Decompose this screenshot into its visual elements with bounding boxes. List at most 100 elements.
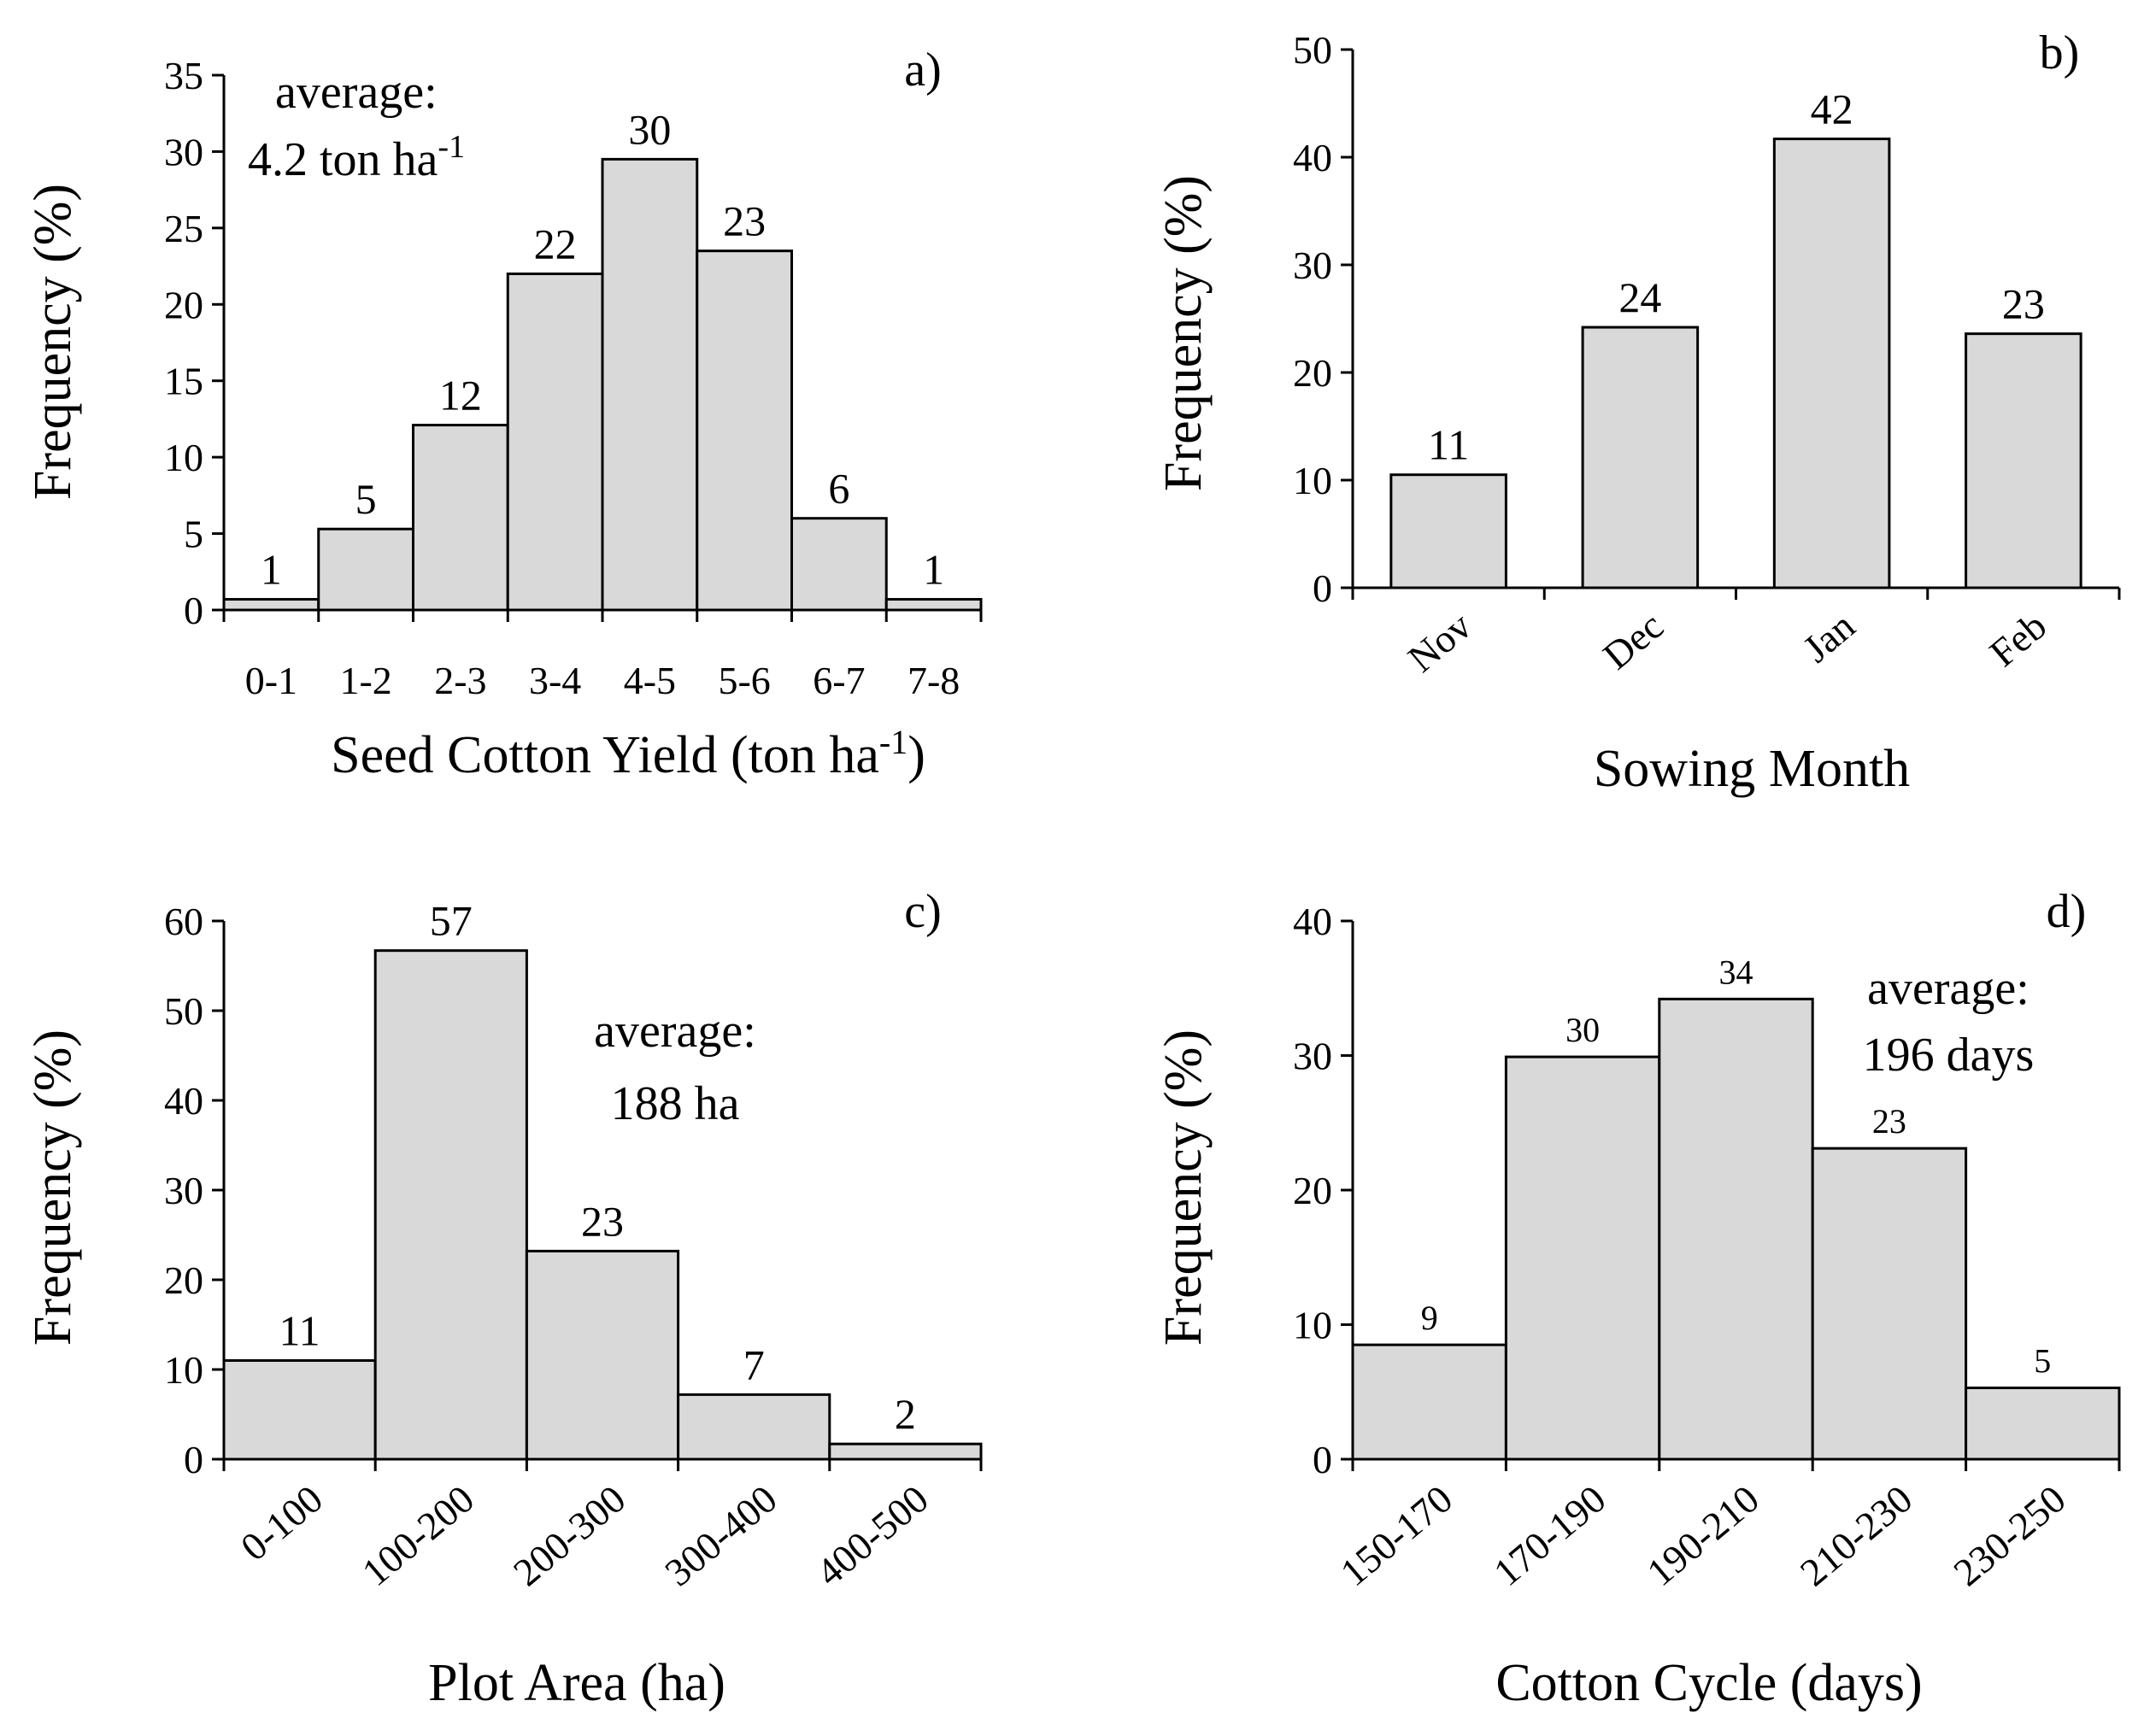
data-label: 22	[534, 220, 577, 268]
data-label: 7	[743, 1340, 765, 1388]
y-tick-label: 50	[164, 989, 203, 1033]
y-axis-title: Frequency (%)	[24, 184, 82, 500]
x-tick-label: Nov	[1400, 604, 1479, 681]
data-label: 2	[895, 1390, 916, 1438]
bar	[790, 517, 888, 612]
bar	[1504, 1055, 1661, 1461]
data-label: 23	[2002, 280, 2045, 328]
data-label: 6	[828, 465, 849, 513]
y-tick-label: 30	[164, 1169, 203, 1212]
x-axis-title: Cotton Cycle (days)	[1495, 1654, 1922, 1712]
data-label: 12	[439, 372, 482, 419]
y-tick-label: 0	[1313, 1438, 1332, 1481]
y-tick-label: 10	[1293, 1304, 1332, 1347]
y-tick-label: 0	[184, 589, 203, 632]
bar	[1389, 473, 1507, 589]
bar	[1351, 1343, 1507, 1461]
x-tick-label: 210-230	[1792, 1477, 1920, 1595]
y-tick-label: 20	[164, 283, 203, 326]
x-tick-label: 400-500	[808, 1477, 937, 1595]
data-label: 34	[1719, 953, 1753, 991]
x-tick-label: 3-4	[529, 659, 581, 702]
y-tick-label: 25	[164, 207, 203, 250]
panel-letter: c)	[904, 885, 942, 938]
x-tick-label: Dec	[1595, 604, 1671, 678]
x-axis-title-sup: -1	[879, 723, 908, 761]
data-label: 30	[628, 105, 671, 153]
average-label: average:	[594, 1005, 756, 1058]
bar	[373, 949, 528, 1461]
bar	[696, 249, 793, 612]
panel-letter: b)	[2040, 26, 2080, 79]
bar	[1658, 997, 1814, 1461]
bar	[601, 157, 699, 612]
y-tick-label: 40	[164, 1079, 203, 1123]
y-tick-label: 5	[184, 513, 203, 556]
y-tick-label: 60	[164, 900, 203, 943]
average-value-sup: -1	[438, 129, 465, 165]
x-tick-label: 2-3	[434, 659, 486, 702]
bar	[317, 527, 414, 612]
average-label: average:	[1867, 962, 2029, 1015]
y-tick-label: 10	[164, 436, 203, 479]
x-tick-label: 1-2	[339, 659, 391, 702]
data-label: 24	[1618, 273, 1661, 321]
y-axis-title: Frequency (%)	[1154, 175, 1213, 491]
average-value: 4.2 ton ha-1	[248, 129, 465, 186]
x-axis-title-text: Sowing Month	[1594, 740, 1910, 798]
x-axis-title-text: Cotton Cycle (days)	[1495, 1654, 1922, 1712]
y-tick-label: 30	[164, 130, 203, 173]
x-tick-label: 4-5	[624, 659, 676, 702]
bar	[525, 1249, 680, 1461]
data-label: 23	[581, 1197, 624, 1245]
x-tick-label: 150-170	[1332, 1477, 1460, 1595]
data-label: 11	[1428, 421, 1469, 469]
x-tick-label: 300-400	[656, 1477, 784, 1595]
average-value: 188 ha	[611, 1077, 740, 1130]
y-tick-label: 35	[164, 54, 203, 97]
y-tick-label: 10	[164, 1348, 203, 1392]
bar	[1811, 1147, 1968, 1461]
bar	[1772, 138, 1891, 589]
bar	[412, 424, 509, 612]
bar	[222, 1359, 377, 1461]
panel-letter: a)	[904, 44, 942, 97]
average-value-text: 4.2 ton ha	[248, 133, 438, 186]
y-tick-label: 20	[164, 1258, 203, 1302]
x-axis-title: Sowing Month	[1594, 740, 1910, 798]
y-axis-title: Frequency (%)	[1154, 1029, 1213, 1346]
bar	[1965, 1387, 2121, 1461]
data-label: 57	[430, 897, 473, 945]
y-tick-label: 30	[1293, 1035, 1332, 1078]
data-label: 9	[1421, 1299, 1438, 1337]
x-axis-title: Plot Area (ha)	[428, 1654, 725, 1712]
x-tick-label: Jan	[1794, 604, 1863, 671]
data-label: 42	[1811, 85, 1853, 133]
average-value-text: 196 days	[1863, 1029, 2035, 1082]
data-label: 1	[261, 545, 282, 593]
x-tick-label: 6-7	[813, 659, 865, 702]
bar	[222, 597, 320, 612]
x-axis-title-end: )	[908, 726, 925, 784]
x-tick-label: 200-300	[505, 1477, 633, 1595]
x-tick-label: 100-200	[354, 1477, 482, 1595]
bar	[1581, 326, 1700, 589]
x-tick-label: Feb	[1982, 604, 2055, 675]
x-axis-title-text: Seed Cotton Yield (ton ha	[331, 726, 879, 784]
y-tick-label: 40	[1293, 136, 1332, 179]
x-tick-label: 170-190	[1485, 1477, 1613, 1595]
x-tick-label: 230-250	[1945, 1477, 2073, 1595]
x-tick-label: 0-1	[245, 659, 297, 702]
data-label: 30	[1565, 1011, 1600, 1049]
y-tick-label: 0	[184, 1438, 203, 1481]
bar	[828, 1442, 983, 1461]
x-tick-label: 190-210	[1639, 1477, 1767, 1595]
y-tick-label: 20	[1293, 1169, 1332, 1212]
x-axis-title-text: Plot Area (ha)	[428, 1654, 725, 1712]
x-tick-label: 5-6	[718, 659, 770, 702]
data-label: 11	[279, 1307, 320, 1355]
bar	[1965, 332, 2082, 589]
